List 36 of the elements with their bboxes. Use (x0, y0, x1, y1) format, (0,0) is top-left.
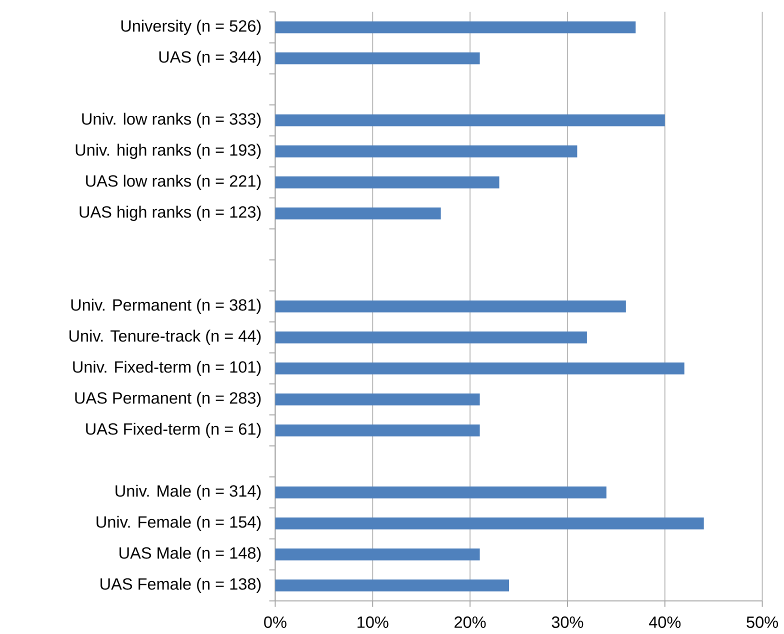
y-tick-label: University (n = 526) (121, 20, 261, 36)
y-tick-label: UAS Fixed-term (n = 61) (86, 423, 261, 438)
y-tick-label: UAS (n = 344) (159, 50, 261, 66)
x-tick-label: 50% (746, 616, 778, 628)
y-tick-label: Univ. high ranks (n = 193) (76, 144, 261, 160)
y-tick-label: UAS Male (n = 148) (120, 547, 261, 562)
x-tick-label: 0% (264, 616, 286, 628)
y-tick-label: Univ. low ranks (n = 333) (82, 113, 261, 128)
bar (275, 394, 480, 406)
x-tick-label: 20% (454, 616, 486, 628)
bar (275, 208, 441, 220)
y-tick-label: Univ. Permanent (n = 381) (71, 299, 261, 314)
bar (275, 424, 480, 437)
bar (275, 548, 480, 561)
y-tick-label: Univ. Female (n = 154) (96, 516, 261, 532)
x-tick-label: 10% (358, 616, 388, 628)
y-tick-label: UAS Female (n = 138) (100, 578, 261, 594)
y-tick-label: UAS Permanent (n = 283) (75, 392, 261, 408)
bar (275, 486, 606, 499)
bar (275, 114, 665, 127)
bar (275, 332, 587, 344)
bar (275, 22, 636, 34)
bar (275, 518, 704, 530)
y-tick-label: UAS high ranks (n = 123) (80, 206, 261, 222)
bar (275, 580, 510, 592)
y-tick-label: Univ. Male (n = 314) (116, 485, 261, 500)
bar (275, 362, 684, 375)
bar (275, 176, 500, 189)
bar (275, 52, 480, 65)
y-tick-label: Univ. Fixed-term (n = 101) (73, 361, 261, 376)
x-tick-label: 30% (552, 616, 584, 628)
y-tick-label: Univ. Tenure-track (n = 44) (70, 330, 261, 346)
bar (275, 146, 578, 158)
x-tick-label: 40% (648, 616, 681, 628)
bar (275, 300, 626, 313)
y-tick-label: UAS low ranks (n = 221) (86, 175, 261, 190)
